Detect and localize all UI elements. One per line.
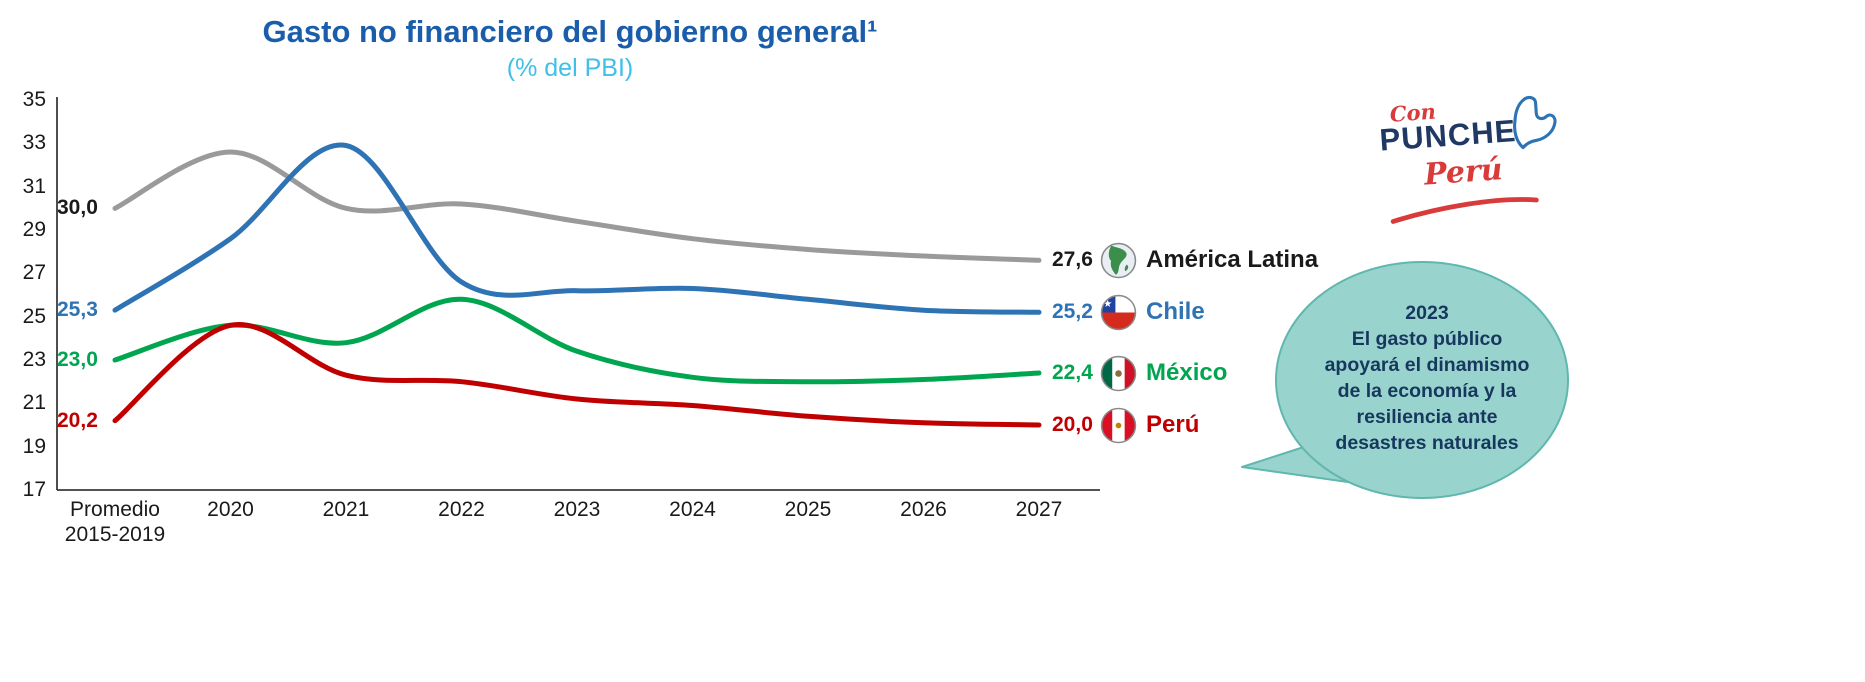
x-axis-tick-label: 2025 — [784, 498, 832, 521]
svg-text:★: ★ — [1103, 298, 1112, 310]
y-axis-tick-label: 35 — [22, 88, 46, 111]
series-start-value-peru: 20,2 — [57, 408, 98, 432]
chart-title: Gasto no financiero del gobierno general… — [262, 14, 878, 49]
globe-icon — [1100, 242, 1137, 279]
series-line-america-latina — [112, 149, 1042, 263]
flag-peru-icon — [1100, 407, 1137, 444]
con-punche-peru-logo: Con PUNCHE Perú — [1373, 89, 1578, 252]
y-axis-tick-label: 19 — [22, 434, 46, 458]
chart-canvas — [56, 97, 1100, 491]
legend-label-mexico: México — [1146, 359, 1228, 386]
y-axis-tick-label: 31 — [22, 174, 46, 198]
callout-line: desastres naturales — [1335, 432, 1519, 454]
series-end-value-chile: 25,2 — [1052, 300, 1093, 324]
y-axis-tick-label: 33 — [22, 131, 46, 155]
callout-line: resiliencia ante — [1356, 406, 1498, 428]
line-chart: 35 33 31 29 27 25 23 21 19 17 Promedio 2015-2019 20… — [22, 88, 1319, 546]
x-axis-tick-label: Promedio 2015-2019 — [64, 498, 166, 546]
x-axis-tick-label: 2027 — [1015, 498, 1063, 521]
flex-arm-icon — [1513, 95, 1557, 150]
series-line-chile — [112, 142, 1042, 315]
series-end-value-mexico: 22,4 — [1052, 361, 1093, 384]
y-axis-tick-label: 27 — [22, 261, 46, 285]
logo-word-peru: Perú — [1422, 152, 1504, 193]
flag-chile-icon: ★ — [1100, 294, 1137, 331]
series-start-value-mexico: 23,0 — [57, 348, 98, 371]
x-axis-tick-label: 2023 — [553, 498, 601, 521]
x-axis-tick-label: 2021 — [322, 498, 370, 521]
callout-line: El gasto público — [1351, 328, 1503, 350]
legend-label-america-latina: América Latina — [1146, 246, 1319, 274]
series-start-value-america-latina: 30,0 — [57, 196, 98, 220]
callout-line: apoyará el dinamismo — [1324, 354, 1530, 376]
legend-label-peru: Perú — [1146, 411, 1200, 438]
y-axis-tick-label: 25 — [22, 304, 46, 328]
callout-line: 2023 — [1405, 302, 1449, 324]
logo-underline-swoosh — [1390, 197, 1539, 224]
x-axis-tick-label: 2020 — [207, 498, 254, 521]
series-end-value-america-latina: 27,6 — [1052, 248, 1093, 272]
callout-line: de la economía y la — [1337, 380, 1517, 402]
x-axis-tick-label: 2026 — [900, 498, 947, 521]
x-axis-tick-label: 2022 — [438, 498, 485, 521]
flag-mexico-icon — [1100, 355, 1137, 392]
chart-subtitle: (% del PBI) — [506, 54, 634, 82]
callout-text: 2023 El gasto público apoyará el dinamis… — [1292, 300, 1562, 456]
y-axis-tick-label: 21 — [22, 391, 46, 415]
series-line-peru — [112, 322, 1042, 428]
series-line-mexico — [112, 296, 1042, 385]
callout-bubble — [1241, 261, 1569, 499]
legend-label-chile: Chile — [1146, 298, 1205, 326]
y-axis-tick-label: 23 — [22, 348, 46, 371]
y-axis-tick-label: 29 — [22, 218, 46, 241]
y-axis-tick-label: 17 — [22, 478, 46, 501]
series-end-value-peru: 20,0 — [1052, 413, 1093, 436]
series-start-value-chile: 25,3 — [57, 298, 98, 322]
x-axis-tick-label: 2024 — [669, 498, 716, 521]
